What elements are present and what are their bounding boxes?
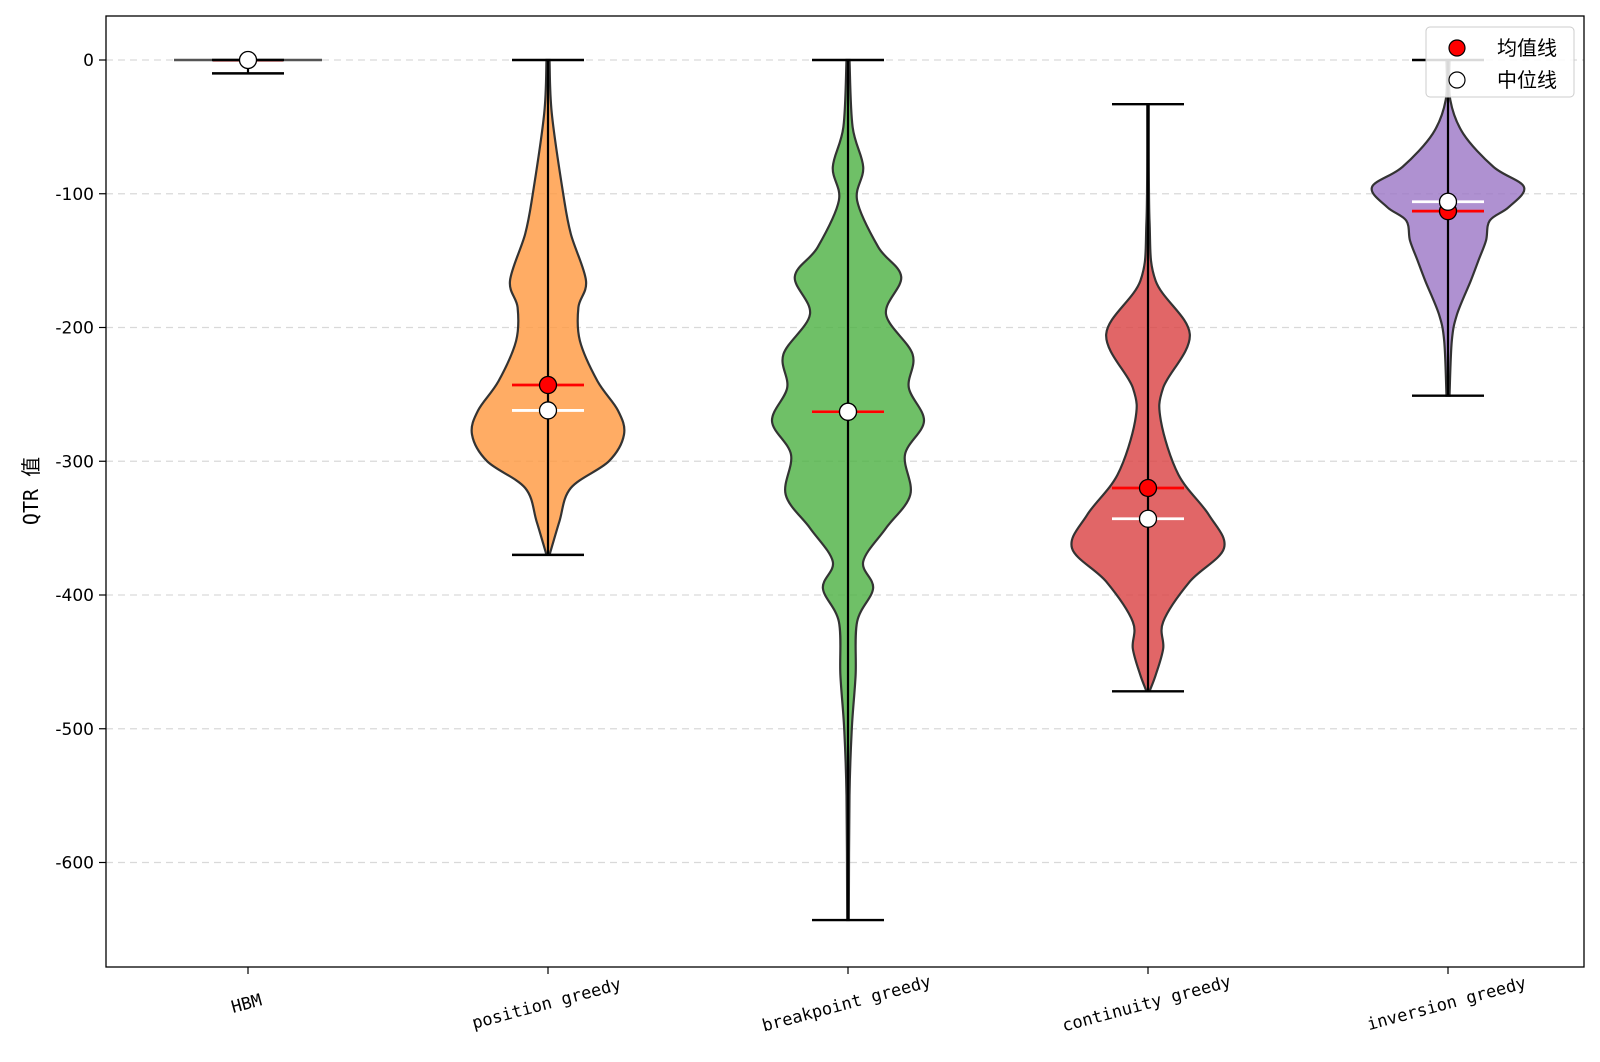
legend: 均值线 中位线 [1425, 26, 1575, 98]
median-marker [538, 401, 558, 420]
y-tick-label: -400 [55, 586, 94, 606]
grid-lines [106, 59, 1584, 864]
y-tick-label: -600 [55, 854, 94, 874]
y-tick-label: -200 [55, 319, 94, 339]
y-axis: 0 -100 -200 -300 -400 -500 -600 [55, 51, 106, 874]
x-tick-label: HBM [229, 991, 264, 1018]
legend-median-label: 中位线 [1497, 68, 1557, 92]
y-axis-label: QTR 值 [19, 457, 43, 525]
x-tick-label: inversion greedy [1365, 973, 1528, 1035]
x-tick-label: position greedy [470, 975, 623, 1034]
violins [174, 58, 1526, 922]
legend-mean-label: 均值线 [1497, 36, 1557, 60]
median-marker [1438, 192, 1458, 211]
mean-marker [1138, 478, 1158, 498]
x-tick-label: breakpoint greedy [760, 972, 933, 1036]
y-tick-label: 0 [83, 51, 94, 71]
mean-marker [538, 375, 558, 395]
plot-frame [105, 15, 1585, 968]
legend-median-marker [1448, 71, 1466, 89]
y-tick-label: -100 [55, 185, 94, 205]
median-marker [238, 50, 258, 70]
y-tick-label: -500 [55, 720, 94, 740]
x-tick-label: continuity greedy [1060, 972, 1233, 1036]
median-marker [838, 402, 858, 421]
x-axis: HBM position greedy breakpoint greedy conti… [229, 967, 1528, 1036]
legend-mean-marker [1448, 39, 1466, 57]
stat-markers [212, 50, 1484, 922]
median-marker [1138, 509, 1158, 528]
y-tick-label: -300 [55, 452, 94, 472]
